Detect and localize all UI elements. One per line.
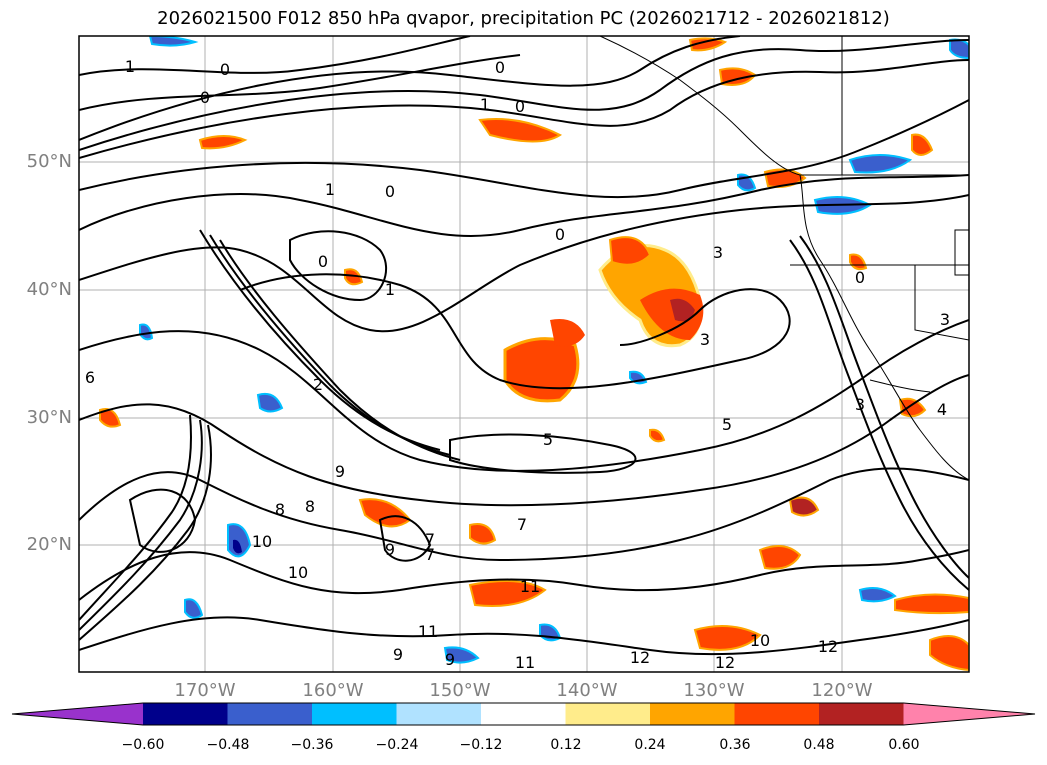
colorbar bbox=[11, 702, 1036, 726]
lon-label-130w: 130°W bbox=[683, 680, 745, 701]
colorbar-segment bbox=[565, 703, 651, 725]
plot-frame bbox=[78, 35, 970, 673]
lon-label-150w: 150°W bbox=[429, 680, 491, 701]
contour-label: 7 bbox=[517, 515, 527, 534]
contour-label: 3 bbox=[713, 243, 723, 262]
contour-label: 10 bbox=[288, 563, 308, 582]
colorbar-tick: −0.48 bbox=[206, 737, 250, 753]
colorbar-segment bbox=[143, 703, 228, 725]
contour-label: 1 bbox=[125, 57, 135, 76]
contour-label: 9 bbox=[385, 540, 395, 559]
contour-label: 0 bbox=[318, 252, 328, 271]
colorbar-tick: 0.24 bbox=[634, 737, 666, 753]
contour-label: 0 bbox=[220, 60, 230, 79]
lat-label-40n: 40°N bbox=[26, 279, 72, 300]
map-title: 2026021500 F012 850 hPa qvapor, precipit… bbox=[157, 8, 890, 29]
contour-label: 11 bbox=[515, 653, 535, 672]
contour-label: 1 bbox=[325, 180, 335, 199]
colorbar-tick: −0.12 bbox=[459, 737, 503, 753]
colorbar-tick: 0.48 bbox=[803, 737, 835, 753]
contour-label: 0 bbox=[555, 225, 565, 244]
contour-label: 3 bbox=[855, 395, 865, 414]
contour-label: 2 bbox=[313, 375, 323, 394]
contour-label: 12 bbox=[818, 637, 838, 656]
colorbar-segment bbox=[481, 703, 566, 725]
contour-label: 1 bbox=[480, 95, 490, 114]
contour-label: 10 bbox=[252, 532, 272, 551]
colorbar-segment bbox=[396, 703, 482, 725]
coastlines bbox=[599, 36, 969, 481]
contour-label: 9 bbox=[445, 650, 455, 669]
contour-label: 0 bbox=[200, 88, 210, 107]
contour-label: 8 bbox=[275, 500, 285, 519]
lat-label-20n: 20°N bbox=[26, 534, 72, 555]
colorbar-tick: 0.12 bbox=[550, 737, 582, 753]
precip-positive-patches bbox=[99, 37, 969, 672]
contour-label: 5 bbox=[543, 430, 553, 449]
colorbar-extend-min bbox=[12, 703, 143, 725]
contour-label: 5 bbox=[722, 415, 732, 434]
colorbar-segment bbox=[734, 703, 820, 725]
contour-label: 8 bbox=[305, 497, 315, 516]
colorbar-segment bbox=[650, 703, 735, 725]
contour-label: 11 bbox=[418, 622, 438, 641]
lon-label-160w: 160°W bbox=[302, 680, 364, 701]
contour-label: 0 bbox=[495, 58, 505, 77]
contour-label: 9 bbox=[335, 462, 345, 481]
colorbar-segment bbox=[312, 703, 397, 725]
contour-label: 7 bbox=[425, 545, 435, 564]
contour-label: 3 bbox=[700, 330, 710, 349]
contour-label: 10 bbox=[750, 631, 770, 650]
contour-label: 9 bbox=[393, 645, 403, 664]
colorbar-outline bbox=[11, 702, 1036, 726]
contour-label: 1 bbox=[385, 280, 395, 299]
contour-label: 0 bbox=[385, 182, 395, 201]
colorbar-segment bbox=[819, 703, 904, 725]
contour-label: 0 bbox=[855, 268, 865, 287]
contour-label: 0 bbox=[515, 97, 525, 116]
colorbar-extend-max bbox=[903, 703, 1035, 725]
lon-label-120w: 120°W bbox=[811, 680, 873, 701]
contour-label: 12 bbox=[715, 653, 735, 672]
colorbar-segment bbox=[227, 703, 313, 725]
lat-label-30n: 30°N bbox=[26, 407, 72, 428]
contour-label: 11 bbox=[520, 577, 540, 596]
contour-label: 3 bbox=[940, 310, 950, 329]
contour-label: 7 bbox=[425, 530, 435, 549]
colorbar-tick: 0.36 bbox=[719, 737, 751, 753]
contour-label: 4 bbox=[937, 400, 947, 419]
colorbar-tick: −0.36 bbox=[290, 737, 334, 753]
precip-negative-patches bbox=[139, 36, 969, 664]
qvapor-contours bbox=[79, 36, 969, 656]
colorbar-tick: −0.60 bbox=[121, 737, 165, 753]
colorbar-tick: 0.60 bbox=[888, 737, 920, 753]
lon-label-140w: 140°W bbox=[556, 680, 618, 701]
contour-label: 12 bbox=[630, 648, 650, 667]
contour-label: 6 bbox=[85, 368, 95, 387]
colorbar-tick: −0.24 bbox=[375, 737, 419, 753]
lon-label-170w: 170°W bbox=[174, 680, 236, 701]
lat-label-50n: 50°N bbox=[26, 151, 72, 172]
